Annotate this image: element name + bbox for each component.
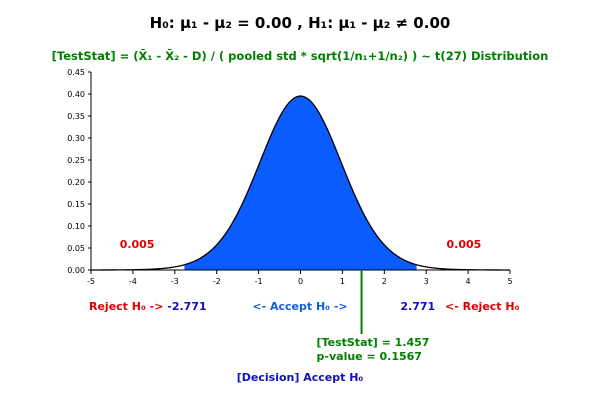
critical-lower-label: -2.771 — [167, 300, 206, 313]
y-tick-label: 0.05 — [67, 244, 85, 253]
acceptance-area — [184, 96, 417, 270]
x-tick-label: 1 — [340, 277, 345, 286]
acceptance-region — [184, 96, 417, 270]
x-tick-label: -5 — [87, 277, 95, 286]
y-tick-label: 0.30 — [67, 134, 85, 143]
t-density-line — [91, 95, 510, 271]
axes: 0.00 0.05 0.10 0.15 0.20 0.25 0.30 0.35 0.40 0.45… — [67, 68, 512, 286]
y-tick-label: 0.00 — [67, 266, 85, 275]
density-curve — [91, 95, 510, 271]
y-tick-label: 0.45 — [67, 68, 85, 77]
critical-upper-label: 2.771 — [400, 300, 435, 313]
accept-region-label: <- Accept H₀ -> — [252, 300, 347, 313]
chart-subtitle: [TestStat] = (X̄₁ - X̄₂ - D) / ( pooled … — [52, 48, 549, 63]
chart-title: H₀: μ₁ - μ₂ = 0.00 , H₁: μ₁ - μ₂ ≠ 0.00 — [150, 14, 451, 32]
y-tick-label: 0.40 — [67, 90, 85, 99]
tail-area-left-label: 0.005 — [120, 238, 155, 251]
tail-area-right-label: 0.005 — [447, 238, 482, 251]
x-tick-label: 5 — [507, 277, 512, 286]
y-tick-label: 0.20 — [67, 178, 85, 187]
x-tick-label: -2 — [213, 277, 221, 286]
x-tick-label: 2 — [382, 277, 387, 286]
test-stat-label: [TestStat] = 1.457 — [317, 336, 430, 349]
x-tick-label: 0 — [298, 277, 303, 286]
x-tick-label: 3 — [424, 277, 429, 286]
y-tick-label: 0.35 — [67, 112, 85, 121]
p-value-label: p-value = 0.1567 — [317, 350, 422, 363]
y-tick-label: 0.25 — [67, 156, 85, 165]
decision-label: [Decision] Accept H₀ — [237, 371, 364, 384]
x-tick-label: 4 — [466, 277, 471, 286]
y-tick-label: 0.10 — [67, 222, 85, 231]
x-tick-label: -3 — [171, 277, 179, 286]
x-tick-label: -1 — [255, 277, 263, 286]
x-tick-label: -4 — [129, 277, 137, 286]
reject-left-label: Reject H₀ -> — [89, 300, 163, 313]
y-tick-label: 0.15 — [67, 200, 85, 209]
reject-right-label: <- Reject H₀ — [445, 300, 520, 313]
